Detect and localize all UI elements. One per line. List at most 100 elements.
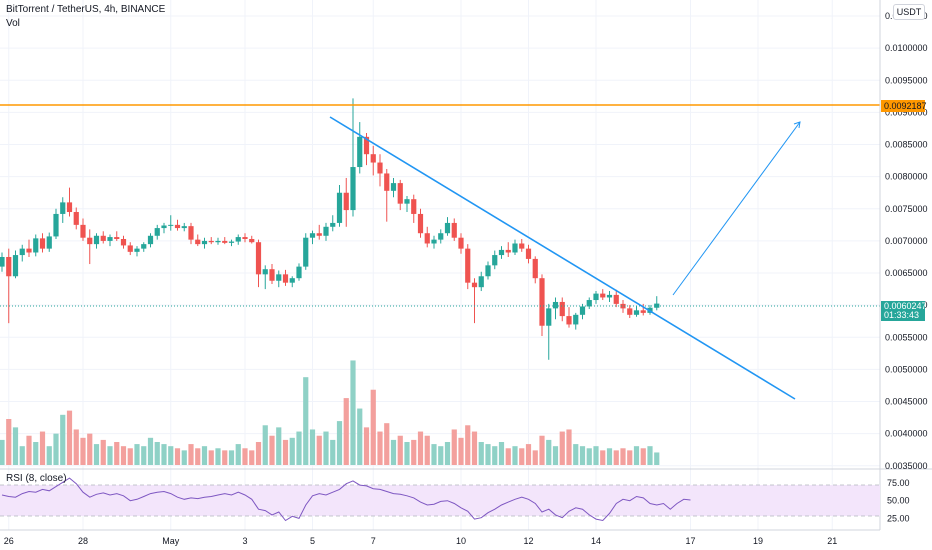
volume-bar	[566, 429, 572, 465]
volume-bar	[141, 446, 147, 465]
volume-bar	[478, 442, 484, 465]
volume-bar	[492, 446, 498, 465]
candle-body	[593, 293, 599, 301]
volume-bar	[255, 442, 262, 465]
volume-bar	[343, 398, 349, 465]
price-tick-label: 0.0055000	[885, 332, 928, 342]
candle-body	[573, 314, 579, 325]
candle-body	[188, 226, 194, 240]
volume-bar	[404, 442, 410, 465]
volume-bar	[228, 450, 235, 465]
candle-body	[33, 238, 39, 253]
volume-bar	[154, 442, 160, 465]
volume-bar	[12, 427, 19, 465]
rsi-line	[1, 477, 691, 522]
candle-body	[498, 249, 505, 256]
volume-bar	[107, 446, 113, 465]
rsi-tick-label: 50.00	[887, 496, 910, 506]
time-tick-label: 10	[456, 536, 466, 546]
volume-bar	[633, 446, 640, 465]
volume-bar	[512, 446, 518, 465]
candle-body	[107, 237, 113, 241]
time-tick-label: 21	[827, 536, 837, 546]
candle-body	[201, 240, 208, 245]
descending-trendline[interactable]	[329, 116, 796, 400]
candle-body	[525, 248, 532, 259]
candle-body	[640, 310, 646, 313]
candle-body	[485, 265, 491, 277]
candle-body	[296, 266, 302, 279]
volume-bar	[114, 442, 120, 465]
candle-body	[228, 241, 235, 243]
candle-body	[417, 213, 424, 234]
volume-bar	[525, 444, 532, 465]
time-axis[interactable]: 26 28 May 3 5 7 10 12 14 17 19 21	[4, 536, 838, 546]
candle-body	[93, 235, 100, 245]
rsi-tick-label: 75.00	[887, 478, 910, 488]
candle-body	[276, 274, 282, 281]
candle-body	[424, 233, 430, 244]
candle-body	[566, 316, 572, 325]
projection-arrow[interactable]	[672, 121, 801, 296]
candle-body	[512, 243, 518, 253]
candle-body	[6, 256, 12, 277]
candle-body	[255, 242, 262, 275]
price-axis[interactable]: 0.01050000.01000000.00950000.00900000.00…	[885, 11, 928, 471]
volume-bar	[0, 439, 5, 465]
volume-bar	[519, 448, 525, 465]
candle-body	[384, 173, 390, 191]
volume-bar	[485, 444, 491, 465]
currency-button[interactable]: USDT	[893, 4, 925, 20]
grid-lines	[0, 0, 880, 530]
volume-bar	[46, 446, 52, 465]
candle-body	[215, 240, 221, 243]
volume-bar	[19, 446, 25, 465]
candle-body	[174, 224, 181, 229]
volume-bar	[222, 450, 228, 465]
candle-body	[134, 248, 140, 252]
volume-bar	[87, 433, 93, 465]
candle-body	[478, 276, 484, 288]
last-price-badge: 0.0060247 01:33:43	[881, 301, 927, 321]
candlesticks	[0, 98, 660, 360]
candle-body	[444, 222, 451, 234]
candle-body	[60, 202, 66, 214]
volume-bar	[600, 450, 606, 465]
rsi-band	[0, 485, 880, 516]
candle-body	[262, 269, 268, 275]
candle-body	[579, 306, 586, 315]
candle-body	[471, 282, 478, 288]
candle-body	[303, 237, 309, 267]
volume-bar	[168, 446, 174, 465]
volume-bar	[370, 389, 376, 465]
time-tick-label: 28	[78, 536, 88, 546]
candle-body	[26, 248, 32, 253]
time-tick-label: 26	[4, 536, 14, 546]
candle-body	[431, 239, 437, 244]
candle-body	[19, 248, 25, 256]
rsi-axis[interactable]: 75.00 50.00 25.00	[887, 478, 910, 523]
candle-body	[168, 224, 174, 226]
candle-body	[411, 199, 417, 214]
candle-body	[627, 308, 633, 315]
candle-body	[235, 237, 241, 242]
candle-body	[350, 167, 356, 211]
candle-body	[404, 199, 410, 204]
last-price-value: 0.0060247	[884, 301, 927, 311]
time-tick-label: 5	[310, 536, 315, 546]
volume-bar	[100, 439, 106, 465]
price-tick-label: 0.0080000	[885, 172, 928, 182]
volume-bar	[498, 442, 505, 465]
candle-body	[546, 308, 552, 326]
candle-body	[249, 238, 255, 243]
candle-body	[363, 136, 370, 155]
volume-bar	[647, 446, 653, 465]
volume-bar	[330, 439, 336, 465]
volume-bar	[363, 427, 370, 465]
volume-bar	[573, 444, 579, 465]
volume-bar	[593, 446, 599, 465]
volume-bar	[390, 439, 397, 465]
volume-bar	[235, 444, 241, 465]
candle-body	[39, 238, 46, 249]
